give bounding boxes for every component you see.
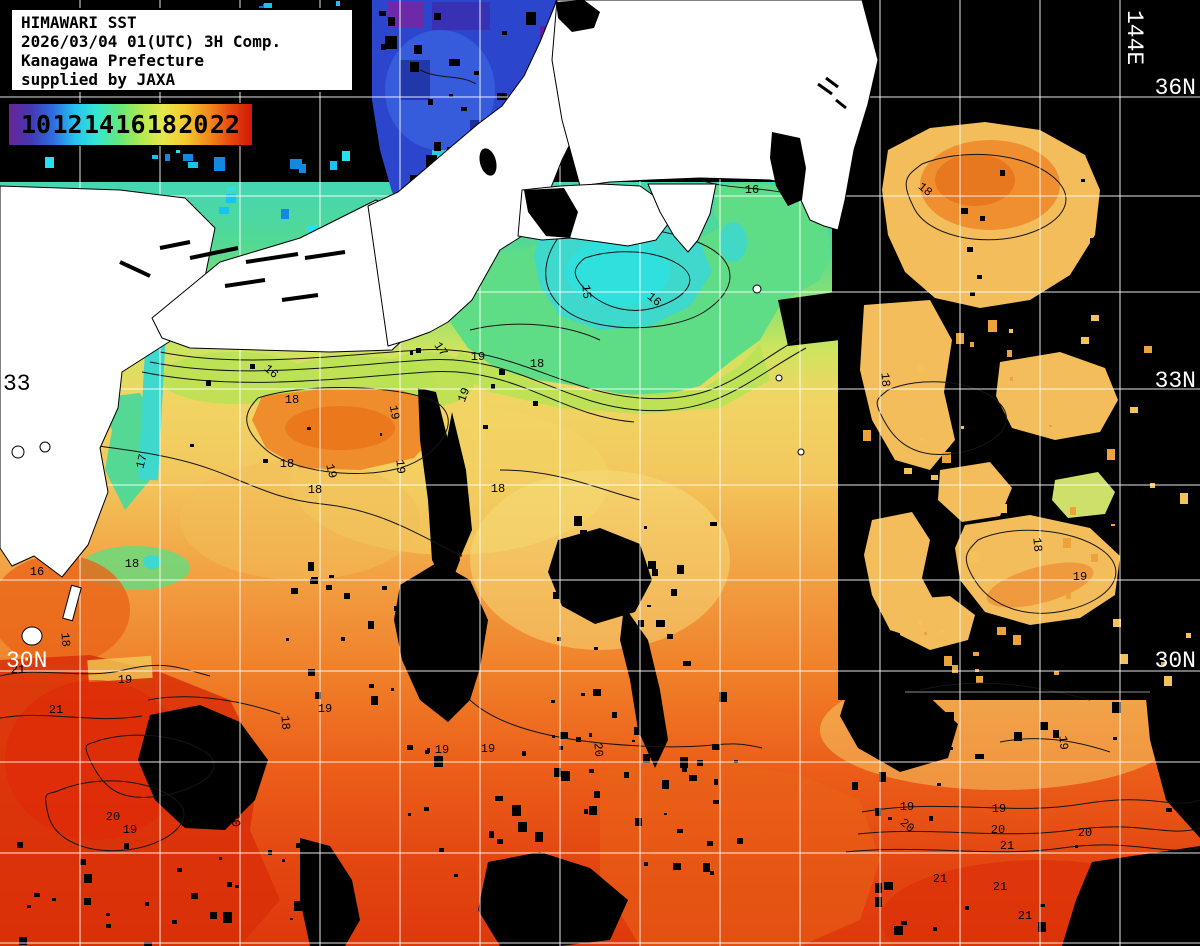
contour-value-label: 21 — [49, 703, 63, 717]
contour-value-label: 18 — [877, 372, 892, 388]
colorbar-tick: 18 — [146, 110, 177, 139]
contour-value-label: 19 — [900, 800, 914, 814]
colorbar-ticks: 10 12 14 16 18 20 22 — [9, 110, 252, 139]
latitude-label: 33 — [3, 371, 31, 397]
contour-value-label: 19 — [123, 823, 137, 837]
contour-value-label: 18 — [1029, 537, 1044, 553]
colorbar-tick: 12 — [52, 110, 83, 139]
contour-value-label: 21 — [933, 872, 947, 886]
latitude-label: 30N — [1155, 648, 1196, 674]
cloud-blob-layer — [138, 388, 1200, 946]
title-region: Kanagawa Prefecture — [21, 51, 205, 70]
latitude-label: 30N — [6, 648, 47, 674]
contour-value-label: 19 — [322, 462, 339, 480]
colorbar-tick: 20 — [178, 110, 209, 139]
title-credit: supplied by JAXA — [21, 70, 176, 89]
contour-value-label: 21 — [1018, 909, 1032, 923]
contour-value-label: 19 — [455, 386, 473, 404]
contour-value-label: 21 — [11, 663, 25, 677]
contour-value-label: 18 — [125, 557, 139, 571]
contour-value-label: 20 — [1078, 826, 1092, 840]
contour-value-label: 19 — [1073, 570, 1087, 584]
longitude-label: 144E — [1121, 10, 1147, 65]
coordinate-label-layer: 36N 33N 30N 33 30N 144E — [3, 10, 1196, 674]
colorbar-tick: 16 — [115, 110, 146, 139]
land-feature-layer — [119, 0, 847, 302]
contour-value-label: 18 — [57, 632, 72, 648]
contour-value-label: 16 — [30, 565, 44, 579]
temperature-colorbar: 10 12 14 16 18 20 22 — [8, 103, 253, 146]
contour-value-label: 18 — [308, 483, 322, 497]
contour-value-label: 16 — [745, 183, 759, 197]
contour-value-label: 21 — [993, 880, 1007, 894]
contour-value-label: 19 — [392, 459, 407, 475]
contour-value-label: 20 — [991, 823, 1005, 837]
contour-value-label: 17 — [133, 452, 150, 470]
contour-value-label: 19 — [481, 742, 495, 756]
island — [39, 441, 51, 453]
contour-value-label: 19 — [435, 743, 449, 757]
contour-value-label: 15 — [578, 284, 593, 300]
island — [797, 448, 805, 456]
island — [21, 626, 43, 646]
colorbar-tick: 10 — [21, 110, 52, 139]
contour-value-label: 18 — [280, 457, 294, 471]
contour-value-label: 20 — [590, 742, 605, 758]
title-product: HIMAWARI SST — [21, 13, 137, 32]
title-datetime: 2026/03/04 01(UTC) 3H Comp. — [21, 32, 282, 51]
island — [752, 284, 762, 294]
contour-value-label: 18 — [530, 357, 544, 371]
contour-layer — [0, 69, 1200, 853]
latitude-label: 36N — [1155, 75, 1196, 101]
contour-value-label: 17 — [431, 339, 451, 359]
contour-value-label: 19 — [471, 350, 485, 364]
island — [62, 584, 82, 622]
contour-value-label: 20 — [227, 812, 242, 828]
latitude-label: 33N — [1155, 368, 1196, 394]
contour-value-label: 18 — [285, 393, 299, 407]
contour-value-label: 21 — [1000, 839, 1014, 853]
contour-value-label: 19 — [992, 802, 1006, 816]
colorbar-tick: 22 — [209, 110, 240, 139]
island — [11, 445, 25, 459]
contour-value-label: 20 — [106, 810, 120, 824]
contour-value-label: 19 — [386, 404, 402, 421]
warm-patch-layer — [860, 122, 1120, 650]
colorbar-tick: 14 — [83, 110, 115, 139]
contour-value-label: 19 — [118, 673, 132, 687]
island — [775, 374, 783, 382]
contour-value-label: 18 — [277, 715, 292, 731]
contour-value-label: 19 — [318, 702, 332, 716]
contour-value-label: 19 — [1055, 735, 1070, 751]
contour-value-label: 18 — [491, 482, 505, 496]
title-box: HIMAWARI SST 2026/03/04 01(UTC) 3H Comp.… — [10, 8, 354, 92]
